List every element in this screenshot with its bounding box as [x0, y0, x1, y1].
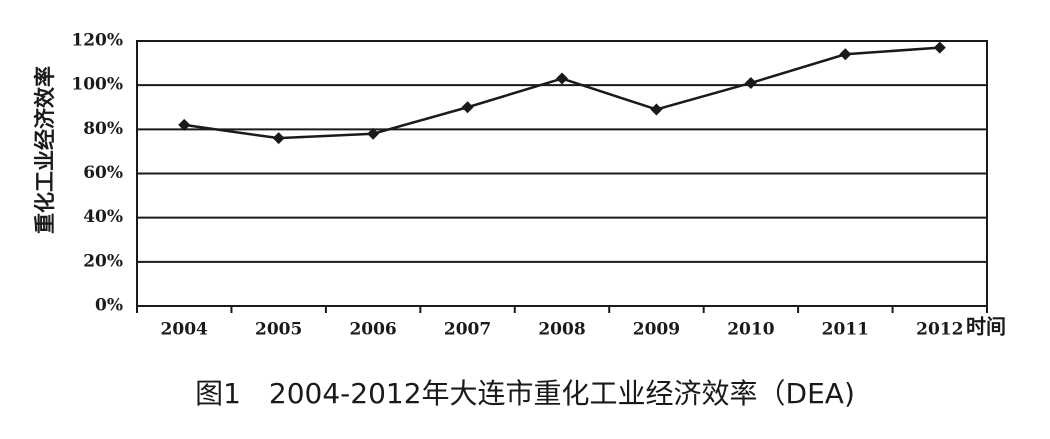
- x-axis-label: 时间: [966, 315, 1006, 339]
- y-tick-label: 0%: [95, 296, 123, 316]
- y-tick-label: 20%: [83, 251, 123, 271]
- y-tick-label: 100%: [71, 75, 123, 95]
- data-point: [650, 103, 663, 116]
- y-axis-label: 重化工业经济效率: [33, 66, 57, 234]
- data-line: [184, 46, 940, 140]
- data-point: [839, 48, 852, 61]
- x-tick-label: 2009: [633, 320, 680, 340]
- x-tick-label: 2012: [916, 320, 963, 340]
- data-point: [272, 132, 285, 145]
- data-point: [461, 101, 474, 114]
- x-tick-label: 2005: [255, 320, 302, 340]
- x-tick-label: 2011: [822, 320, 869, 340]
- x-tick-label: 2006: [349, 320, 396, 340]
- data-point: [178, 118, 191, 131]
- y-tick-label: 120%: [71, 31, 123, 51]
- y-tick-label: 60%: [83, 163, 123, 183]
- y-tick-label: 40%: [83, 207, 123, 227]
- y-tick-label: 80%: [83, 119, 123, 139]
- data-point: [744, 76, 757, 89]
- chart-title: 图1 2004-2012年大连市重化工业经济效率（DEA): [195, 377, 855, 410]
- x-tick-label: 2008: [538, 320, 585, 340]
- data-point: [933, 41, 946, 54]
- x-tick-label: 2007: [444, 320, 491, 340]
- x-tick-label: 2010: [727, 320, 774, 340]
- data-point: [367, 127, 380, 140]
- x-tick-label: 2004: [161, 320, 208, 340]
- data-point: [556, 72, 568, 85]
